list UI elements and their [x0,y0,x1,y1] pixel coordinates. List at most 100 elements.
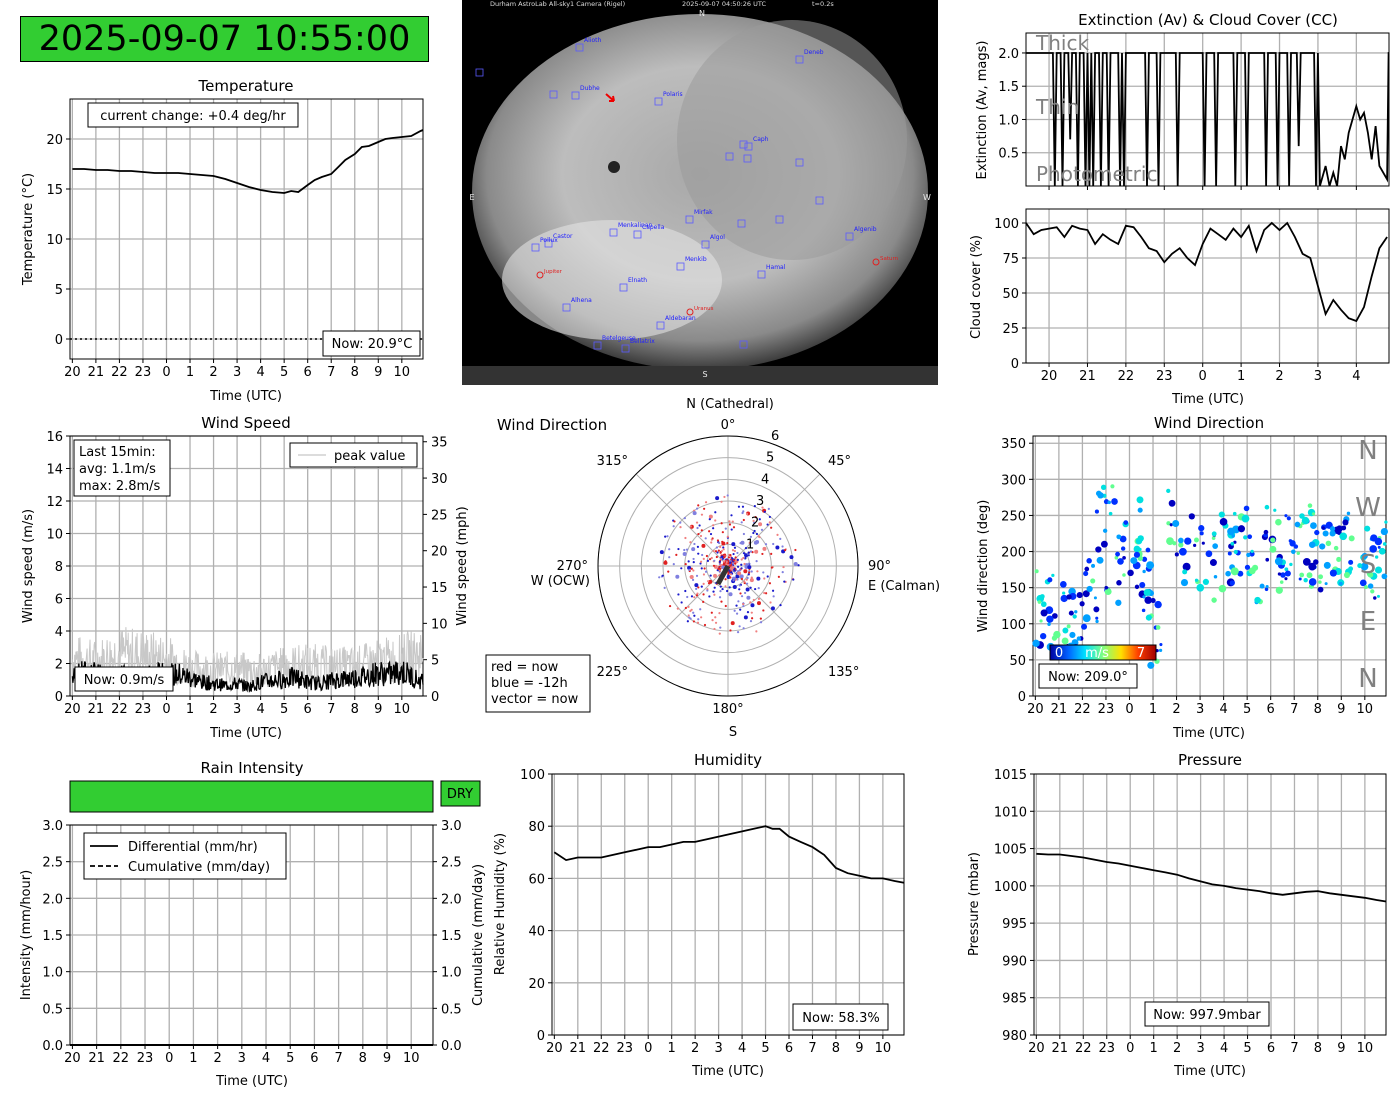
windspeed-ytick-label: 12 [46,495,63,510]
windpolar-point [717,567,720,571]
winddir-point [1094,509,1099,514]
winddir-point [1343,571,1351,579]
winddir-point [1107,500,1111,505]
windpolar-point [720,500,723,503]
windpolar-point [733,568,736,571]
winddir-point [1093,596,1097,600]
rain-xtick-label: 10 [403,1051,420,1066]
windspeed-ytick-label: 2 [55,658,63,673]
winddir-ytick-label: 200 [1001,546,1026,561]
windspeed-ylabel: Wind speed (m/s) [21,509,36,623]
windpolar-point [693,542,696,546]
temperature-frame [69,98,424,360]
windspeed-y2tick-label: 25 [431,508,448,523]
winddir-point [1202,578,1210,585]
windpolar-point [729,566,734,571]
winddir-point [1104,588,1112,596]
windpolar-angle-label: 315° [597,454,628,469]
winddir-point [1310,522,1317,529]
windpolar-point [753,529,756,533]
windpolar-point [710,611,713,614]
winddir-point [1082,590,1090,598]
cloud-xtick-label: 20 [1041,369,1058,384]
winddir-point [1072,614,1077,619]
humidity-ylabel: Relative Humidity (%) [493,833,508,975]
winddir-point [1145,547,1151,553]
rain-xtick-label: 23 [137,1051,154,1066]
winddir-now-box [1038,663,1138,689]
winddir-point [1374,566,1383,574]
windpolar-angle-label: 90° [868,559,891,574]
cloud-ytick-label: 50 [1002,287,1019,302]
skycam-star-marker [845,232,854,241]
humidity-xtick-label: 22 [593,1041,610,1056]
skycam-star-marker [531,243,540,252]
winddir-point [1342,519,1349,526]
windpolar-point [761,552,764,556]
windpolar-point [789,555,794,560]
winddir-point [1284,514,1288,518]
skycam-star-label: Algol [710,234,725,241]
windpolar-point [750,570,753,573]
winddir-point [1114,555,1119,560]
winddir-frame [1032,435,1387,697]
winddir-point [1280,572,1286,578]
skycam-star-marker [739,340,748,349]
windpolar-point [731,562,734,565]
winddir-point [1188,513,1195,520]
winddir-xtick-label: 20 [1027,702,1044,717]
windpolar-angle-label: 225° [597,665,628,680]
winddir-point [1294,521,1301,528]
temperature-title: Temperature [197,77,293,95]
winddir-cbar-max: 7 [1137,646,1145,661]
windpolar-point [759,621,763,624]
skycam-star-label: Menkib [685,256,707,263]
windpolar-point [697,586,700,589]
windpolar-point [770,552,773,555]
windpolar-point [740,563,743,566]
windpolar-point [684,563,687,566]
windpolar-point [720,522,723,525]
windpolar-point [746,576,749,580]
windpolar-point [770,606,775,611]
winddir-point [1218,584,1227,593]
skycam-star-marker [609,228,618,237]
windpolar-point [748,541,751,545]
windpolar-point [713,593,716,596]
windpolar-point [710,541,713,544]
windpolar-angle-label: 0° [721,418,736,433]
windpolar-point [744,547,748,550]
winddir-ytick-label: 50 [1009,654,1026,669]
windpolar-point [783,580,786,583]
windpolar-point [738,584,741,587]
rain-xtick-label: 7 [334,1051,342,1066]
winddir-point [1122,556,1126,560]
windpolar-point [719,626,722,629]
windpolar-point [726,535,729,538]
winddir-point [1377,545,1381,549]
rain-y2tick-label: 2.5 [441,856,462,871]
windpolar-point [783,549,787,552]
winddir-point [1211,531,1217,537]
winddir-point [1329,526,1336,532]
windpolar-point [729,576,732,579]
winddir-point [1172,519,1180,528]
winddir-point [1076,592,1083,599]
winddir-point [1219,518,1228,526]
windpolar-point [667,570,670,573]
windpolar-point [732,579,735,582]
winddir-point [1360,562,1369,571]
windpolar-point [664,535,667,538]
winddir-point [1231,534,1235,538]
skycam-star-label: Aldebaran [665,315,696,322]
extinction-frame [1025,32,1390,187]
windpolar-legend-line: vector = now [491,692,579,707]
windpolar-point [698,524,701,527]
winddir-point [1288,539,1293,543]
winddir-point [1178,542,1184,548]
windspeed-ylabel2: Wind speed (mph) [455,506,470,626]
skycam-planet-marker [536,271,544,279]
windpolar-legend-box [485,654,591,713]
windpolar-point [742,627,745,630]
windpolar-point [687,614,690,617]
